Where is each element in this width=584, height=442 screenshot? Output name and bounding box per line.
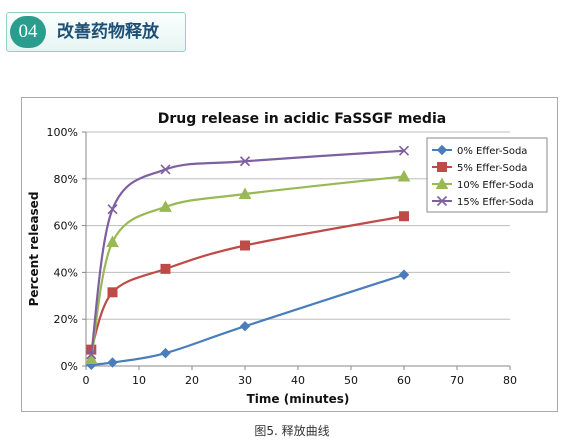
section-number-badge: 04 (10, 16, 46, 48)
x-axis-label: Time (minutes) (247, 392, 350, 406)
chart-frame: Drug release in acidic FaSSGF media 0% 20%… (21, 97, 558, 412)
data-point (398, 145, 410, 156)
x-tick-label: 50 (344, 374, 358, 387)
data-point (397, 169, 411, 182)
chart-title: Drug release in acidic FaSSGF media (158, 111, 446, 127)
data-point (159, 200, 172, 212)
data-point (399, 211, 409, 222)
x-tick-label: 30 (238, 374, 252, 387)
legend-marker (437, 162, 447, 172)
data-point (107, 357, 118, 368)
legend-marker (435, 177, 449, 189)
x-tick-label: 60 (397, 374, 411, 387)
legend-label: 15% Effer-Soda (457, 197, 534, 208)
y-axis-label: Percent released (27, 192, 41, 307)
data-point (160, 263, 171, 274)
figure-caption: 图5. 释放曲线 (254, 424, 330, 438)
x-tick-label: 20 (185, 374, 199, 387)
legend-marker (436, 144, 448, 156)
release-chart: Drug release in acidic FaSSGF media 0% 20%… (27, 111, 548, 406)
data-point (84, 352, 98, 364)
data-point (86, 349, 97, 360)
series-line (90, 215, 405, 351)
legend-label: 0% Effer-Soda (457, 146, 527, 157)
y-tick-label: 60% (54, 220, 78, 233)
section-header: 04 改善药物释放 (6, 12, 186, 52)
x-tick-label: 70 (450, 374, 464, 387)
data-point (106, 235, 119, 247)
y-tick-label: 0% (61, 360, 78, 373)
data-point (239, 156, 251, 167)
legend-label: 5% Effer-Soda (457, 163, 527, 174)
x-tick-label: 10 (132, 374, 146, 387)
x-tick-label: 40 (291, 374, 305, 387)
data-point (239, 321, 251, 332)
y-tick-label: 40% (54, 266, 78, 279)
y-tick-label: 80% (54, 173, 78, 186)
data-point (160, 164, 171, 175)
data-point (240, 240, 250, 251)
section-title: 改善药物释放 (57, 22, 159, 42)
data-point (107, 287, 118, 298)
legend-label: 10% Effer-Soda (457, 180, 534, 191)
x-tick-label: 80 (503, 374, 517, 387)
data-point (160, 347, 171, 359)
series-line (91, 273, 405, 366)
y-tick-label: 20% (54, 313, 78, 326)
x-tick-label: 0 (83, 374, 90, 387)
series-line (90, 175, 405, 360)
data-point (107, 204, 118, 215)
legend-marker (436, 195, 448, 207)
data-point (398, 269, 410, 280)
y-tick-label: 100% (47, 126, 78, 139)
data-point (238, 187, 252, 200)
